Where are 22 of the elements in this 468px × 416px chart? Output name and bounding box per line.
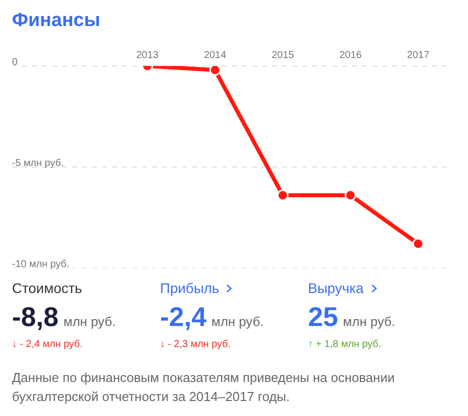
text: ↓ - 2,4 млн руб. [12, 339, 84, 350]
x-tick-label: 2013 [136, 50, 159, 61]
y-tick-label: 0 [12, 57, 18, 68]
x-tick-label: 2017 [407, 50, 430, 61]
y-tick-label: -5 млн руб. [12, 158, 64, 169]
text: -8,8 [12, 302, 59, 332]
category-label: Стоимость [12, 280, 84, 296]
text: ↓ - 2,3 млн руб. [160, 339, 232, 350]
text: Данные по финансовым показателям приведены на основании бухгалтерской отчетности за 2014–2017 годы. [12, 369, 396, 406]
x-tick-label: 2016 [339, 50, 362, 61]
x-tick-label: 2015 [272, 50, 294, 61]
text: ↑ + 1,8 млн руб. [308, 339, 382, 350]
category-label: Выручка [308, 280, 365, 296]
y-tick-label: -10 млн руб. [12, 259, 70, 270]
text: млн руб. [343, 314, 396, 329]
x-tick-label: 2014 [204, 50, 227, 61]
category-label: Прибыль [160, 280, 220, 296]
text: млн руб. [64, 314, 116, 329]
text: млн руб. [212, 314, 264, 329]
text: -2,4 [160, 302, 207, 332]
text: 25 [308, 302, 338, 332]
chart-title: Финансы [11, 9, 102, 33]
